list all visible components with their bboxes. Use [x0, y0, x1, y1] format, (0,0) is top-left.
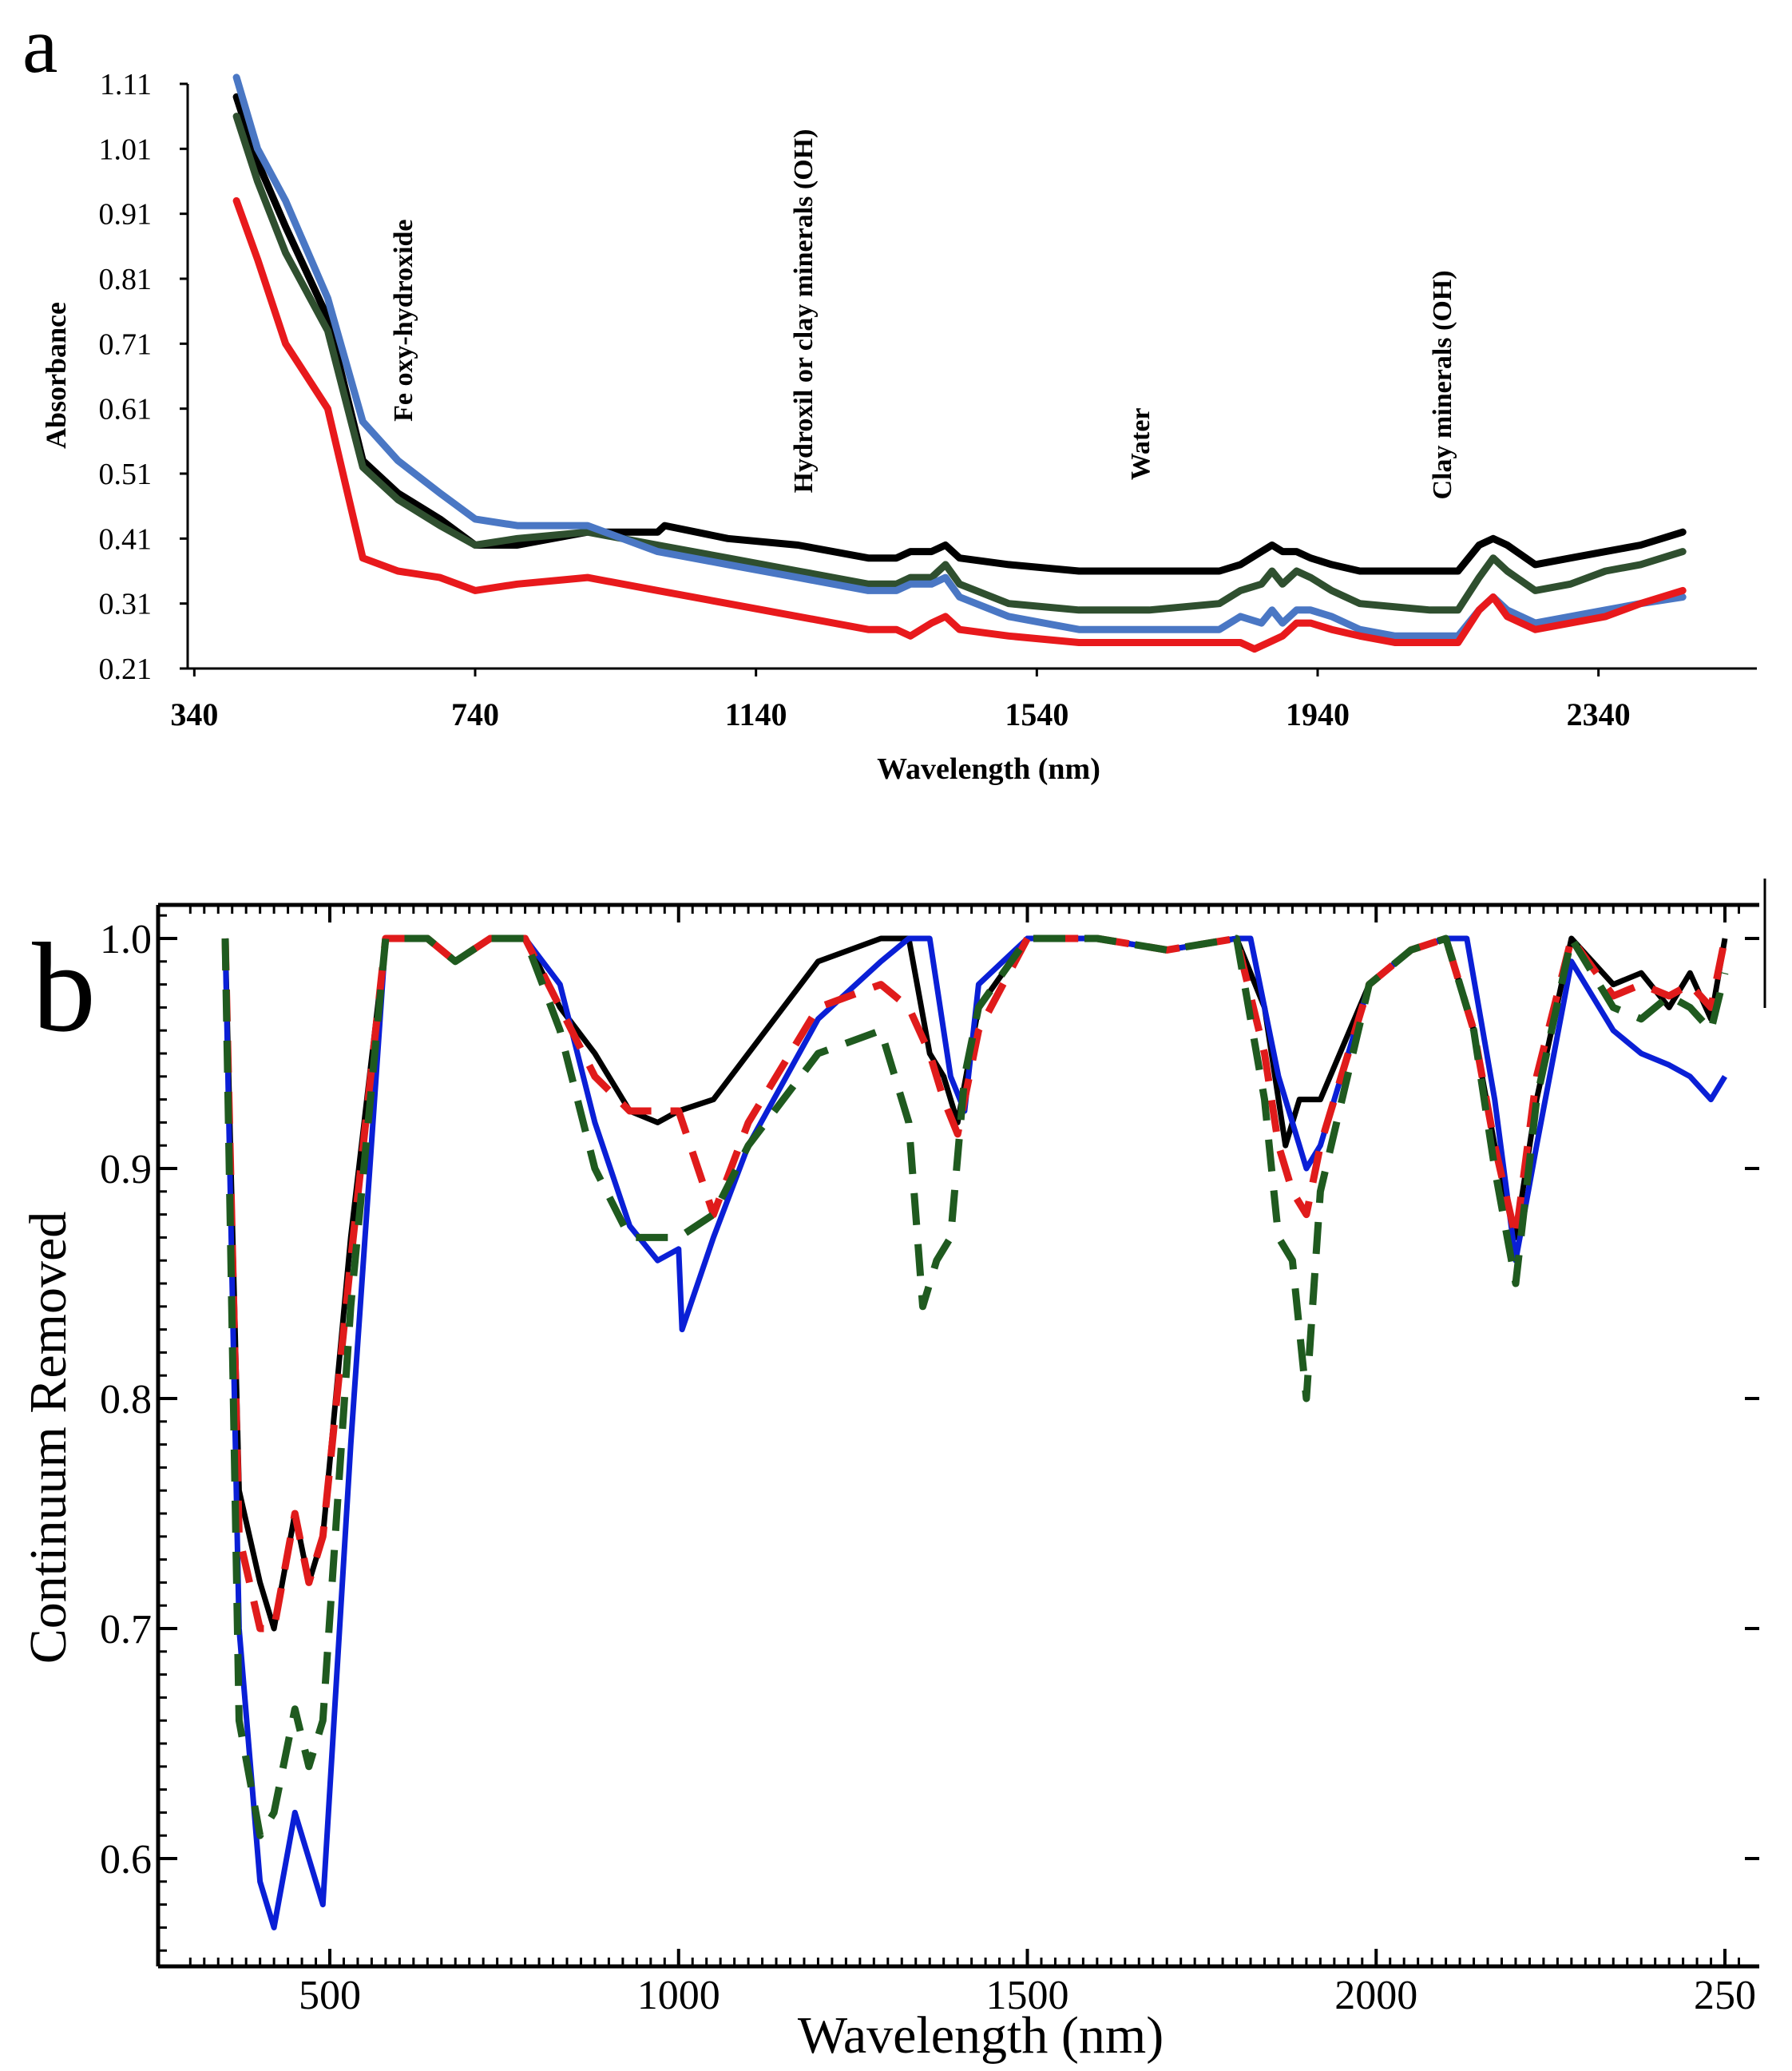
- panel-a-label: a: [22, 1, 57, 89]
- panel-a-y-tick-label: 0.91: [99, 198, 153, 232]
- panel-a-axes: [186, 84, 1757, 670]
- panel-b-y-tick-label: 1.0: [100, 917, 152, 962]
- panel-a-annotations: Fe oxy-hydroxide Hydroxil or clay mineral…: [389, 129, 1457, 500]
- panel-b-y-tick-label: 0.7: [100, 1607, 152, 1652]
- panel-b-y-tick-label: 0.9: [100, 1147, 152, 1192]
- panel-a-y-tick-label: 1.11: [100, 68, 152, 101]
- panel-a-x-tick-label: 740: [451, 696, 499, 732]
- panel-a-x-ticks: 340 740 1140 1540 1940 2340: [170, 669, 1631, 732]
- panel-b-minor-ticks: [158, 905, 1740, 1966]
- panel-a-x-tick-label: 2340: [1567, 696, 1631, 732]
- panel-a-annotation-hydroxil-or-clay-minerals-oh: Hydroxil or clay minerals (OH): [789, 129, 819, 494]
- panel-b-series-green-dashed: [221, 934, 1729, 1839]
- panel-a-y-tick-label: 0.81: [99, 263, 153, 296]
- panel-a-y-tick-label: 0.31: [99, 588, 153, 621]
- panel-b-series-red-dashed: [221, 934, 1729, 1633]
- panel-b-y-ticks: 0.6 0.7 0.8 0.9 1.0: [100, 917, 1759, 1883]
- panel-a-x-tick-label: 340: [170, 696, 218, 732]
- panel-a-x-axis-title: Wavelength (nm): [877, 752, 1100, 786]
- panel-a-y-tick-label: 1.01: [99, 133, 153, 166]
- panel-a-x-tick-label: 1140: [725, 696, 787, 732]
- panel-a-x-tick-label: 1940: [1286, 696, 1350, 732]
- panel-b-y-axis-title: Continuum Removed: [19, 1212, 77, 1664]
- panel-a-series-red: [232, 196, 1687, 653]
- panel-a-annotation-clay-minerals-oh: Clay minerals (OH): [1428, 270, 1457, 499]
- panel-b-x-tick-label: 1000: [637, 1973, 720, 2018]
- panel-a: a 0.21 0.31 0.41 0.51 0.61 0.71 0.81 0.91 1.01 1.…: [22, 1, 1757, 786]
- panel-b-label: b: [32, 916, 96, 1058]
- panel-a-y-ticks: 0.21 0.31 0.41 0.51 0.61 0.71 0.81 0.91 1.01 1.11: [99, 68, 188, 686]
- panel-a-y-tick-label: 0.41: [99, 522, 153, 556]
- panel-a-series-dark-green: [232, 113, 1687, 614]
- panel-a-y-tick-label: 0.21: [99, 653, 153, 686]
- panel-a-series: [232, 73, 1687, 653]
- panel-a-x-tick-label: 1540: [1005, 696, 1068, 732]
- panel-a-y-tick-label: 0.61: [99, 393, 153, 426]
- panel-b-x-tick-label: 250: [1694, 1973, 1756, 2018]
- panel-a-y-tick-label: 0.71: [99, 327, 153, 361]
- panel-b-series: [221, 934, 1729, 1930]
- panel-b-x-tick-label: 500: [299, 1973, 361, 2018]
- panel-a-annotation-fe-oxy-hydroxide: Fe oxy-hydroxide: [389, 219, 418, 421]
- panel-a-y-tick-label: 0.51: [99, 458, 153, 491]
- panel-b-x-tick-label: 1500: [986, 1973, 1069, 2018]
- panel-b: 0.6 0.7 0.8 0.9 1.0 500 1000 1500 2000 250 b Wav…: [19, 879, 1766, 2065]
- panel-b-y-tick-label: 0.6: [100, 1837, 152, 1883]
- panel-b-x-tick-label: 2000: [1334, 1973, 1417, 2018]
- panel-b-x-ticks: 500 1000 1500 2000 250: [299, 905, 1756, 2018]
- panel-b-y-tick-label: 0.8: [100, 1377, 152, 1422]
- panel-a-annotation-water: Water: [1126, 407, 1156, 480]
- panel-b-x-axis-title: Wavelength (nm): [798, 2006, 1164, 2065]
- panel-a-y-axis-title: Absorbance: [40, 302, 72, 449]
